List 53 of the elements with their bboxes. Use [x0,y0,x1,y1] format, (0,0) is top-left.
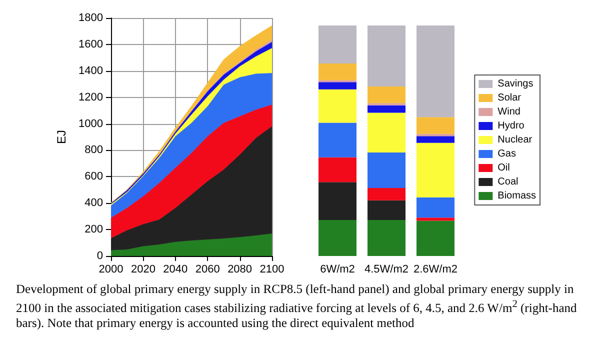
bar [416,218,454,221]
legend-label: Gas [498,148,516,160]
bar [318,63,356,80]
x-tick-label: 2000 [98,264,124,276]
y-tick-label: 0 [96,250,103,262]
bar [416,142,454,198]
bar [416,136,454,143]
y-tick-label: 200 [84,224,103,236]
x-tick-label: 6W/m2 [320,264,355,276]
bar [318,82,356,90]
bar [318,26,356,64]
y-tick-label: 1400 [78,64,103,77]
bar [318,89,356,123]
bar [318,157,356,182]
y-tick-label: 1600 [78,38,103,50]
x-tick-label: 2060 [195,264,220,276]
text: Development of global primary energy supply in RCP8.5 (left-hand panel) and global primary energy supply in 2100 in the associated mitigation cases stabilizing radiative forcing at levels of 6, 4.5, and 2.6 W/m$^{2}$ (right-hand bars). Note that primary energy is accounted using the direct equivalent method [16,282,577,330]
bar [416,26,454,118]
bar [416,117,454,134]
y-axis-title: EJ [54,130,69,144]
y-tick-label: 1000 [78,118,103,130]
legend-label: Hydro [498,120,525,132]
legend-label: Coal [498,176,518,188]
bar [368,200,406,220]
bar [318,182,356,220]
bar [368,86,406,104]
bar [368,26,406,86]
y-tick-label: 400 [84,197,103,210]
x-tick-label: 2040 [163,264,188,276]
x-tick-label: 2080 [228,264,252,276]
y-tick-label: 1200 [78,91,103,104]
x-tick-label: 2020 [130,264,156,276]
y-tick-label: 1800 [78,12,103,24]
y-tick-label: 800 [84,144,103,156]
bar [368,188,406,200]
x-tick-label: 2100 [260,264,284,276]
x-tick-label: 4.5W/m2 [364,264,409,276]
bar [368,220,406,256]
bar [368,152,406,188]
x-tick-label: 2.6W/m2 [413,264,458,276]
bar [416,197,454,218]
bar [368,105,406,113]
legend-label: Biomass [498,190,536,202]
legend-label: Savings [498,78,534,90]
bar [416,220,454,256]
bar [368,112,406,152]
y-tick-label: 600 [84,170,103,183]
bar [318,220,356,256]
legend-label: Wind [498,106,520,118]
bar [318,122,356,158]
legend-label: Oil [498,162,510,174]
legend-label: Solar [498,92,522,104]
legend-label: Nuclear [498,134,533,146]
